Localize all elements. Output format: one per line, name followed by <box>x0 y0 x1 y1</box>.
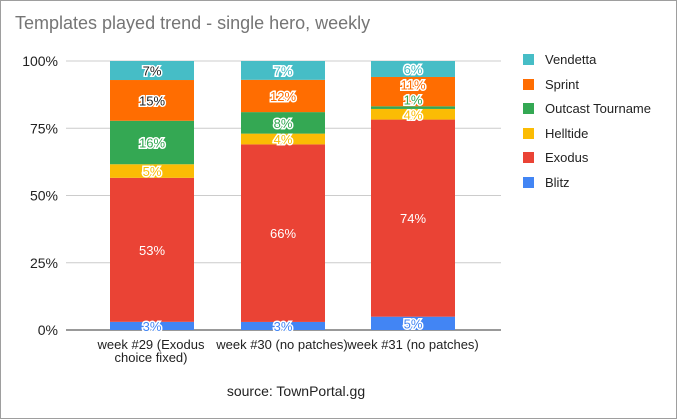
legend-label-blitz: Blitz <box>545 174 570 190</box>
legend-label-outcast-tourname: Outcast Tourname <box>545 101 651 117</box>
y-tick-label: 50% <box>30 188 58 204</box>
x-tick-label-week-31: week #31 (no patches) <box>347 337 479 352</box>
data-label-vendetta: 7% <box>143 64 162 79</box>
legend-swatch-sprint <box>523 78 534 90</box>
bar-segment-outcast-tourname <box>371 106 455 109</box>
data-label-outcast-tourname: 1% <box>404 92 423 107</box>
data-label-blitz: 3% <box>274 319 293 334</box>
data-label-sprint: 15% <box>139 93 165 108</box>
source-note: source: TownPortal.gg <box>226 383 366 399</box>
data-label-outcast-tourname: 8% <box>274 116 293 131</box>
data-label-helltide: 4% <box>274 132 293 147</box>
data-label-sprint: 11% <box>400 77 425 92</box>
y-tick-label: 25% <box>30 255 58 271</box>
chart-title: Templates played trend - single hero, we… <box>15 13 371 33</box>
data-label-sprint: 12% <box>270 89 296 104</box>
legend-swatch-blitz <box>523 176 534 188</box>
legend-swatch-outcast-tourname <box>523 103 534 115</box>
y-tick-label: 75% <box>30 120 58 136</box>
bar-segment-blitz <box>241 321 325 330</box>
bar-segment-helltide <box>110 164 194 178</box>
data-label-exodus: 66% <box>270 226 296 241</box>
data-label-exodus: 74% <box>400 211 426 226</box>
data-label-exodus: 53% <box>139 243 165 258</box>
data-label-blitz: 5% <box>404 316 423 331</box>
legend-label-vendetta: Vendetta <box>545 52 597 67</box>
bar-segment-blitz <box>110 321 194 330</box>
bar-segment-vendetta <box>241 61 325 80</box>
legend-swatch-vendetta <box>523 54 534 65</box>
bar-segment-outcast-tourname <box>241 112 325 134</box>
data-label-vendetta: 7% <box>274 63 293 78</box>
data-label-helltide: 5% <box>143 164 162 179</box>
bar-segment-exodus <box>110 177 194 322</box>
x-tick-label-week-30: week #30 (no patches) <box>216 337 348 352</box>
bar-segment-exodus <box>371 119 455 317</box>
bar-segment-vendetta <box>110 61 194 81</box>
legend-swatch-helltide <box>523 127 534 139</box>
bar-segment-vendetta <box>371 61 455 77</box>
bar-segment-sprint <box>241 79 325 113</box>
bar-segment-exodus <box>241 144 325 322</box>
data-label-blitz: 3% <box>143 319 162 334</box>
bar-segment-blitz <box>371 316 455 330</box>
data-label-helltide: 4% <box>404 107 423 122</box>
legend-label-helltide: Helltide <box>545 125 589 141</box>
data-label-outcast-tourname: 16% <box>139 136 165 151</box>
data-label-vendetta: 6% <box>404 62 423 77</box>
bar-segment-helltide <box>371 108 455 120</box>
x-tick-label-week-29: week #29 (Exodus choice fixed) <box>97 337 205 365</box>
legend-swatch-exodus <box>523 152 534 164</box>
bar-segment-outcast-tourname <box>110 120 194 165</box>
legend-label-sprint: Sprint <box>545 76 579 92</box>
y-tick-label: 100% <box>22 53 58 69</box>
bar-segment-helltide <box>241 133 325 145</box>
y-tick-label: 0% <box>38 322 58 338</box>
bar-segment-sprint <box>371 76 455 107</box>
legend-label-exodus: Exodus <box>545 150 589 166</box>
bar-segment-sprint <box>110 80 194 121</box>
